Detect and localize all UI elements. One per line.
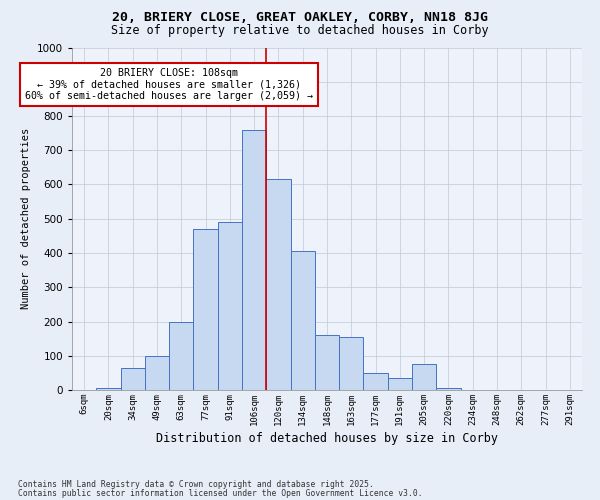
Bar <box>436 388 461 390</box>
Y-axis label: Number of detached properties: Number of detached properties <box>21 128 31 310</box>
Bar <box>290 252 315 390</box>
Text: Size of property relative to detached houses in Corby: Size of property relative to detached ho… <box>111 24 489 37</box>
Bar <box>96 388 121 390</box>
Bar <box>339 337 364 390</box>
X-axis label: Distribution of detached houses by size in Corby: Distribution of detached houses by size … <box>156 432 498 445</box>
Bar <box>388 378 412 390</box>
Bar <box>315 335 339 390</box>
Bar <box>145 356 169 390</box>
Bar <box>121 368 145 390</box>
Text: 20, BRIERY CLOSE, GREAT OAKLEY, CORBY, NN18 8JG: 20, BRIERY CLOSE, GREAT OAKLEY, CORBY, N… <box>112 11 488 24</box>
Bar <box>412 364 436 390</box>
Text: Contains public sector information licensed under the Open Government Licence v3: Contains public sector information licen… <box>18 489 422 498</box>
Bar <box>218 222 242 390</box>
Bar <box>364 373 388 390</box>
Bar <box>193 229 218 390</box>
Text: Contains HM Land Registry data © Crown copyright and database right 2025.: Contains HM Land Registry data © Crown c… <box>18 480 374 489</box>
Bar <box>266 180 290 390</box>
Bar <box>242 130 266 390</box>
Text: 20 BRIERY CLOSE: 108sqm
← 39% of detached houses are smaller (1,326)
60% of semi: 20 BRIERY CLOSE: 108sqm ← 39% of detache… <box>25 68 313 101</box>
Bar <box>169 322 193 390</box>
